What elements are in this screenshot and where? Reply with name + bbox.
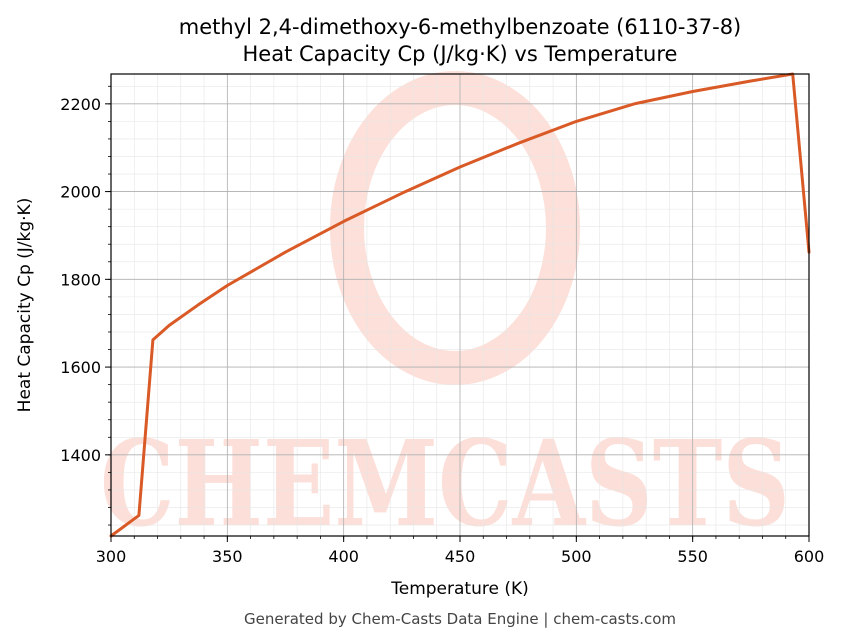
series-line <box>109 72 811 538</box>
y-axis-label: Heat Capacity Cp (J/kg·K) <box>15 198 35 413</box>
x-tick-label: 350 <box>212 547 243 566</box>
series-group <box>109 72 811 538</box>
x-tick-label: 550 <box>677 547 708 566</box>
chart-subtitle: Heat Capacity Cp (J/kg·K) vs Temperature <box>243 42 678 66</box>
y-tick-label: 1400 <box>60 446 101 465</box>
watermark-logo <box>330 71 580 385</box>
x-tick-label: 300 <box>96 547 127 566</box>
axis-ticks <box>105 85 810 542</box>
x-tick-label: 450 <box>445 547 476 566</box>
x-tick-label: 600 <box>794 547 825 566</box>
chart-title: methyl 2,4-dimethoxy-6-methylbenzoate (6… <box>179 15 742 39</box>
watermark-text: CHEMCASTS <box>100 414 790 553</box>
y-tick-label: 1600 <box>60 358 101 377</box>
x-tick-label: 400 <box>328 547 359 566</box>
tick-labels: 300 350 400 450 500 550 600 1400 1600 1800 2000 220… <box>60 95 824 566</box>
footer-credit: Generated by Chem-Casts Data Engine | ch… <box>244 610 676 628</box>
x-axis-label: Temperature (K) <box>390 579 529 599</box>
y-tick-label: 2200 <box>60 95 101 114</box>
x-tick-label: 500 <box>561 547 592 566</box>
y-tick-label: 1800 <box>60 270 101 289</box>
y-tick-label: 2000 <box>60 183 101 202</box>
